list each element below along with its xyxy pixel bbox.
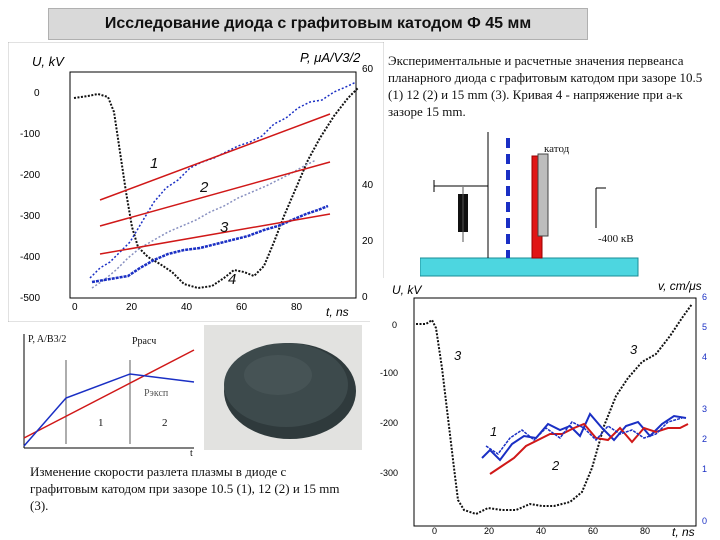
main-left-axis-label: U, kV [32, 54, 65, 69]
main-x-axis-label: t, ns [326, 305, 349, 319]
perveance-caption: Экспериментальные и расчетные значения п… [388, 53, 703, 119]
vel-x-tick: 40 [536, 526, 546, 536]
slide-title: Исследование диода с графитовым катодом … [48, 8, 588, 40]
main-curve-label: 4 [228, 271, 236, 288]
sketch-x-label: t [190, 448, 193, 459]
velocity-caption: Изменение скорости разлета плазмы в диод… [30, 464, 340, 513]
main-chart: U, kV P, μA/V3/2 t, ns 0 -100 -200 -300 … [8, 42, 384, 322]
main-left-tick: 0 [34, 88, 40, 99]
vel-x-tick: 20 [484, 526, 494, 536]
sketch-y-label: P, A/B3/2 [28, 334, 66, 345]
cathode-label: катод [544, 143, 570, 155]
vel-curve-dark [485, 417, 683, 456]
main-left-tick: -200 [20, 170, 40, 181]
curve-4-voltage [73, 87, 359, 290]
sketch-exp-label: Pэксп [144, 388, 169, 399]
vel-left-tick: -200 [380, 418, 398, 428]
cathode-holder [537, 153, 549, 237]
vel-x-tick: 0 [432, 526, 437, 536]
vel-right-tick: 0 [702, 516, 707, 526]
main-right-tick: 40 [362, 180, 374, 191]
vel-curve-label: 1 [490, 424, 497, 439]
main-left-tick: -100 [20, 129, 40, 140]
main-right-tick: 60 [362, 64, 374, 75]
main-x-tick: 60 [236, 302, 248, 313]
sketch-region-label: 2 [162, 417, 168, 429]
calc-line-2 [99, 161, 331, 227]
calc-line-3 [99, 213, 331, 255]
vel-right-tick: 6 [702, 292, 707, 302]
main-x-tick: 40 [181, 302, 193, 313]
main-left-tick: -400 [20, 252, 40, 263]
vel-right-axis-label: v, cm/μs [658, 279, 702, 293]
sketch-calc-line [23, 349, 195, 439]
perveance-sketch: P, A/B3/2 Pрасч Pэксп t 1 2 [10, 326, 200, 462]
main-right-tick: 0 [362, 292, 368, 303]
vel-x-axis-label: t, ns [672, 525, 695, 538]
vel-left-axis-label: U, kV [392, 283, 422, 297]
vel-left-tick: -100 [380, 368, 398, 378]
vel-left-tick: 0 [392, 320, 397, 330]
main-x-tick: 80 [291, 302, 303, 313]
main-curve-label: 2 [199, 179, 209, 196]
calc-line-1 [99, 113, 331, 201]
sketch-calc-label: Pрасч [132, 336, 156, 347]
vel-curve-label: 3 [454, 348, 462, 363]
velocity-chart: U, kV v, cm/μs t, ns 0 -100 -200 -300 6 … [370, 278, 716, 538]
vel-right-tick: 1 [702, 464, 707, 474]
main-left-tick: -300 [20, 211, 40, 222]
vel-curve-label: 3 [630, 342, 638, 357]
vel-right-tick: 5 [702, 322, 707, 332]
vel-right-tick: 2 [702, 434, 707, 444]
main-x-tick: 0 [72, 302, 78, 313]
vel-curve-blue [481, 412, 687, 462]
graphite-cathode-photo [204, 325, 362, 450]
main-curve-label: 3 [220, 219, 229, 236]
sketch-exp-line [23, 373, 195, 447]
main-x-tick: 20 [126, 302, 138, 313]
diode-schematic: катод -400 кВ [420, 132, 640, 278]
voltage-label: -400 кВ [598, 233, 634, 245]
vel-curve-label: 2 [551, 458, 560, 473]
vel-voltage-curve [416, 303, 693, 516]
vel-left-tick: -300 [380, 468, 398, 478]
curve-2-perveance [91, 159, 317, 289]
vel-x-tick: 80 [640, 526, 650, 536]
vel-right-tick: 3 [702, 404, 707, 414]
curve-3-perveance [91, 204, 329, 284]
vel-x-tick: 60 [588, 526, 598, 536]
main-left-tick: -500 [20, 293, 40, 304]
vel-right-tick: 4 [702, 352, 707, 362]
main-right-tick: 20 [362, 236, 374, 247]
main-right-axis-label: P, μA/V3/2 [300, 50, 361, 65]
sketch-region-label: 1 [98, 417, 104, 429]
main-curve-label: 1 [150, 155, 158, 172]
